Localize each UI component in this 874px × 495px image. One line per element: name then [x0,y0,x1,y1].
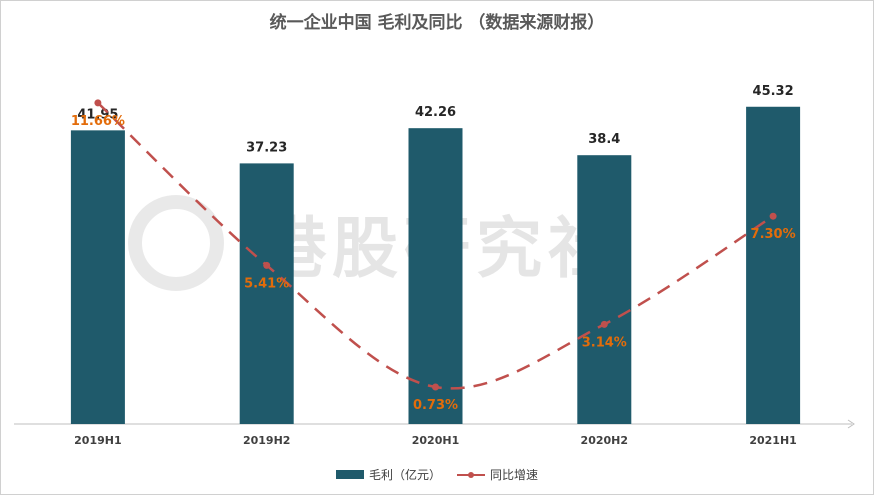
x-tick-label: 2019H1 [74,434,121,447]
bar-value-label: 42.26 [415,105,456,120]
legend-item-growth: 同比增速 [457,466,538,483]
bar-value-label: 45.32 [753,84,794,99]
chart-title: 统一企业中国 毛利及同比 （数据来源财报） [269,13,605,33]
bar-value-label: 38.4 [588,132,620,147]
x-tick-label: 2021H1 [749,434,796,447]
bar-2019H2 [239,163,294,424]
growth-point [263,261,271,269]
growth-value-label: 0.73% [413,398,458,413]
legend-item-gross-profit: 毛利（亿元） [335,466,441,483]
bar-2021H1 [746,106,801,424]
bar-value-label: 37.23 [246,140,287,155]
legend-label-growth: 同比增速 [490,468,539,482]
legend-line-swatch [457,470,485,480]
growth-value-label: 3.14% [582,335,627,350]
growth-point [94,99,102,107]
legend-label-gross-profit: 毛利（亿元） [368,468,441,482]
growth-value-label: 5.41% [244,276,289,291]
legend: 毛利（亿元） 同比增速 [0,466,874,483]
growth-value-label: 7.30% [751,227,796,242]
bar-2020H1 [408,128,463,424]
x-tick-label: 2019H2 [243,434,290,447]
x-axis-arrow-icon [847,419,855,429]
x-tick-label: 2020H2 [581,434,628,447]
bar-2020H2 [577,155,632,424]
growth-point [600,320,608,328]
growth-value-label: 11.66% [71,114,125,129]
bar-2019H1 [70,130,125,424]
growth-point [769,212,777,220]
x-tick-label: 2020H1 [412,434,459,447]
bar-value-label: 41.95 [77,107,118,122]
growth-point [432,383,439,391]
legend-bar-swatch [335,470,364,479]
